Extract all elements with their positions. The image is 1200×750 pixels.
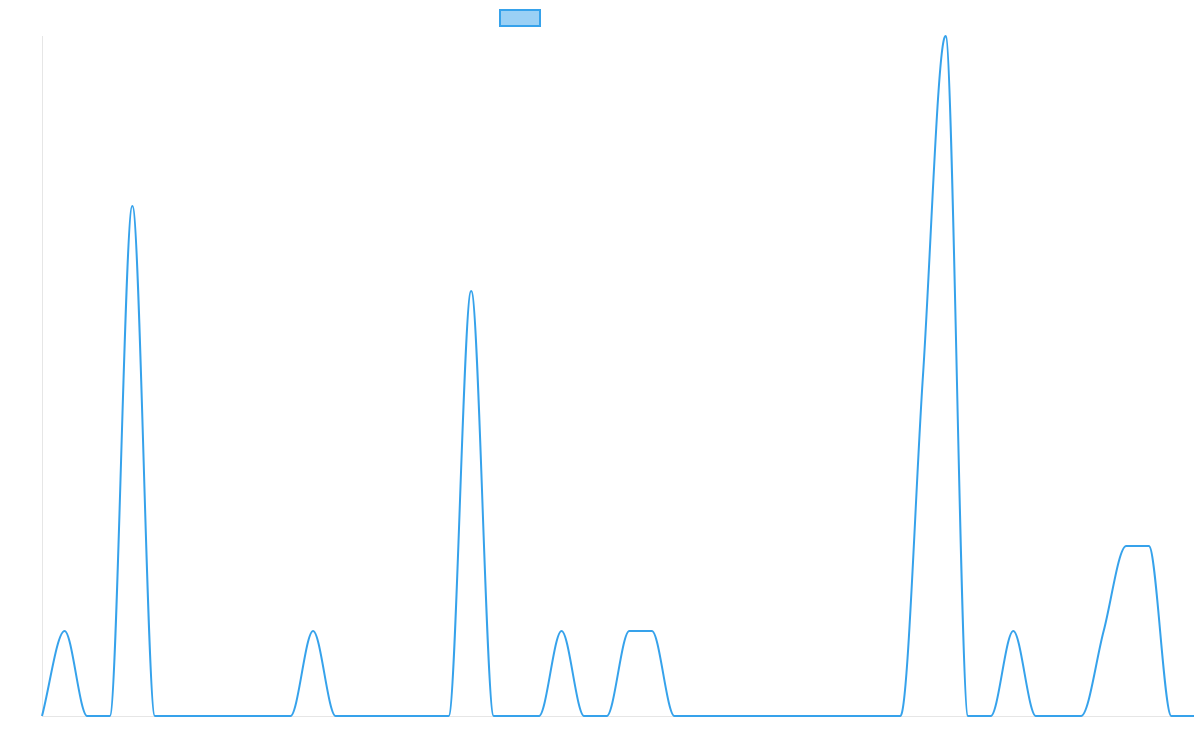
data-point[interactable] bbox=[897, 713, 903, 719]
data-point[interactable] bbox=[717, 713, 723, 719]
data-point[interactable] bbox=[242, 713, 248, 719]
data-point[interactable] bbox=[265, 713, 271, 719]
data-point[interactable] bbox=[1055, 713, 1061, 719]
data-point[interactable] bbox=[378, 713, 384, 719]
data-point[interactable] bbox=[559, 628, 565, 634]
data-point[interactable] bbox=[694, 713, 700, 719]
data-point[interactable] bbox=[1191, 713, 1197, 719]
series-layer bbox=[39, 33, 1197, 719]
data-point[interactable] bbox=[875, 713, 881, 719]
data-point[interactable] bbox=[310, 628, 316, 634]
legend[interactable] bbox=[499, 9, 541, 27]
data-point[interactable] bbox=[943, 33, 949, 39]
data-point[interactable] bbox=[491, 713, 497, 719]
data-point[interactable] bbox=[129, 203, 135, 209]
data-point[interactable] bbox=[197, 713, 203, 719]
data-point[interactable] bbox=[604, 713, 610, 719]
data-point[interactable] bbox=[581, 713, 587, 719]
data-point[interactable] bbox=[626, 628, 632, 634]
data-point[interactable] bbox=[739, 713, 745, 719]
data-point[interactable] bbox=[762, 713, 768, 719]
data-point[interactable] bbox=[446, 713, 452, 719]
legend-swatch[interactable] bbox=[499, 9, 541, 27]
data-point[interactable] bbox=[1146, 543, 1152, 549]
data-point[interactable] bbox=[333, 713, 339, 719]
data-point[interactable] bbox=[830, 713, 836, 719]
data-point[interactable] bbox=[287, 713, 293, 719]
data-point[interactable] bbox=[39, 713, 45, 719]
data-point[interactable] bbox=[1168, 713, 1174, 719]
data-point[interactable] bbox=[152, 713, 158, 719]
data-point[interactable] bbox=[1010, 628, 1016, 634]
data-point[interactable] bbox=[355, 713, 361, 719]
data-point[interactable] bbox=[671, 713, 677, 719]
data-point[interactable] bbox=[649, 628, 655, 634]
data-point[interactable] bbox=[988, 713, 994, 719]
data-point[interactable] bbox=[84, 713, 90, 719]
data-point[interactable] bbox=[1101, 628, 1107, 634]
data-point[interactable] bbox=[513, 713, 519, 719]
series-line bbox=[41, 34, 1194, 717]
data-point[interactable] bbox=[536, 713, 542, 719]
data-point[interactable] bbox=[784, 713, 790, 719]
data-point[interactable] bbox=[107, 713, 113, 719]
data-point[interactable] bbox=[1123, 543, 1129, 549]
data-point[interactable] bbox=[62, 628, 68, 634]
data-point[interactable] bbox=[965, 713, 971, 719]
data-point[interactable] bbox=[220, 713, 226, 719]
data-point[interactable] bbox=[400, 713, 406, 719]
data-point[interactable] bbox=[1033, 713, 1039, 719]
data-point[interactable] bbox=[468, 288, 474, 294]
data-point[interactable] bbox=[807, 713, 813, 719]
data-point[interactable] bbox=[1078, 713, 1084, 719]
data-point[interactable] bbox=[423, 713, 429, 719]
data-point[interactable] bbox=[920, 373, 926, 379]
data-point[interactable] bbox=[852, 713, 858, 719]
data-point[interactable] bbox=[175, 713, 181, 719]
